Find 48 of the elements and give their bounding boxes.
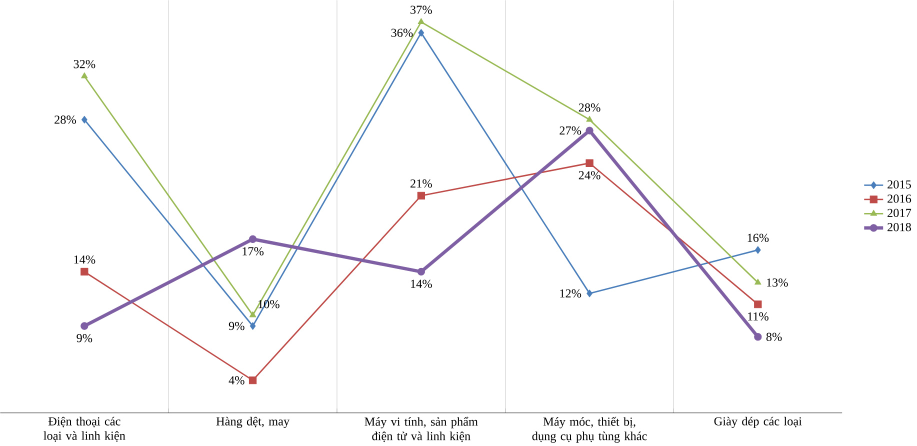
point [754,332,762,340]
data-label: 14% [74,255,96,264]
data-label: 9% [76,334,92,342]
point [418,28,424,36]
point [586,126,594,134]
point [586,159,594,167]
x-tick-label: Máy móc, thiết bị, dụng cụ phụ tùng khác [532,416,647,443]
point [754,246,761,254]
data-label: 32% [74,60,96,68]
data-label: 9% [228,322,244,330]
data-label: 36% [391,28,413,37]
data-label: 24% [578,170,600,180]
point [586,116,593,122]
data-label: 28% [54,115,76,124]
legend-label: 2016 [888,194,912,203]
data-label: 11% [748,312,768,320]
point [80,268,88,276]
point [249,311,256,317]
data-label: 14% [411,280,432,288]
data-label: 28% [578,103,600,112]
point [586,289,592,298]
data-label: 37% [410,5,432,14]
point [248,376,257,384]
point [417,268,425,276]
point [81,72,88,78]
point [754,300,762,308]
data-label: 4% [228,376,244,384]
data-label: 8% [766,332,782,341]
point [250,322,256,330]
legend-label: 2015 [888,180,911,188]
point [417,192,425,200]
x-tick-label: Hàng dệt, may [216,416,290,428]
x-tick-label: Máy vi tính, sản phẩm điện tử và linh kiện [364,416,478,442]
point [81,116,88,124]
legend-label: 2018 [888,222,911,232]
data-label: 27% [560,126,582,134]
point [418,18,425,24]
data-label: 16% [748,234,769,242]
x-tick-label: Giày dép các loại [714,416,802,428]
data-label: 12% [560,289,582,298]
data-label: 21% [410,179,432,188]
x-tick-label: Điện thoại các loại và linh kiện [44,416,126,442]
data-label: 17% [242,246,264,256]
point [754,278,762,284]
legend-label: 2017 [888,208,912,217]
point [80,322,88,330]
point [248,235,257,243]
data-label: 13% [766,278,788,286]
